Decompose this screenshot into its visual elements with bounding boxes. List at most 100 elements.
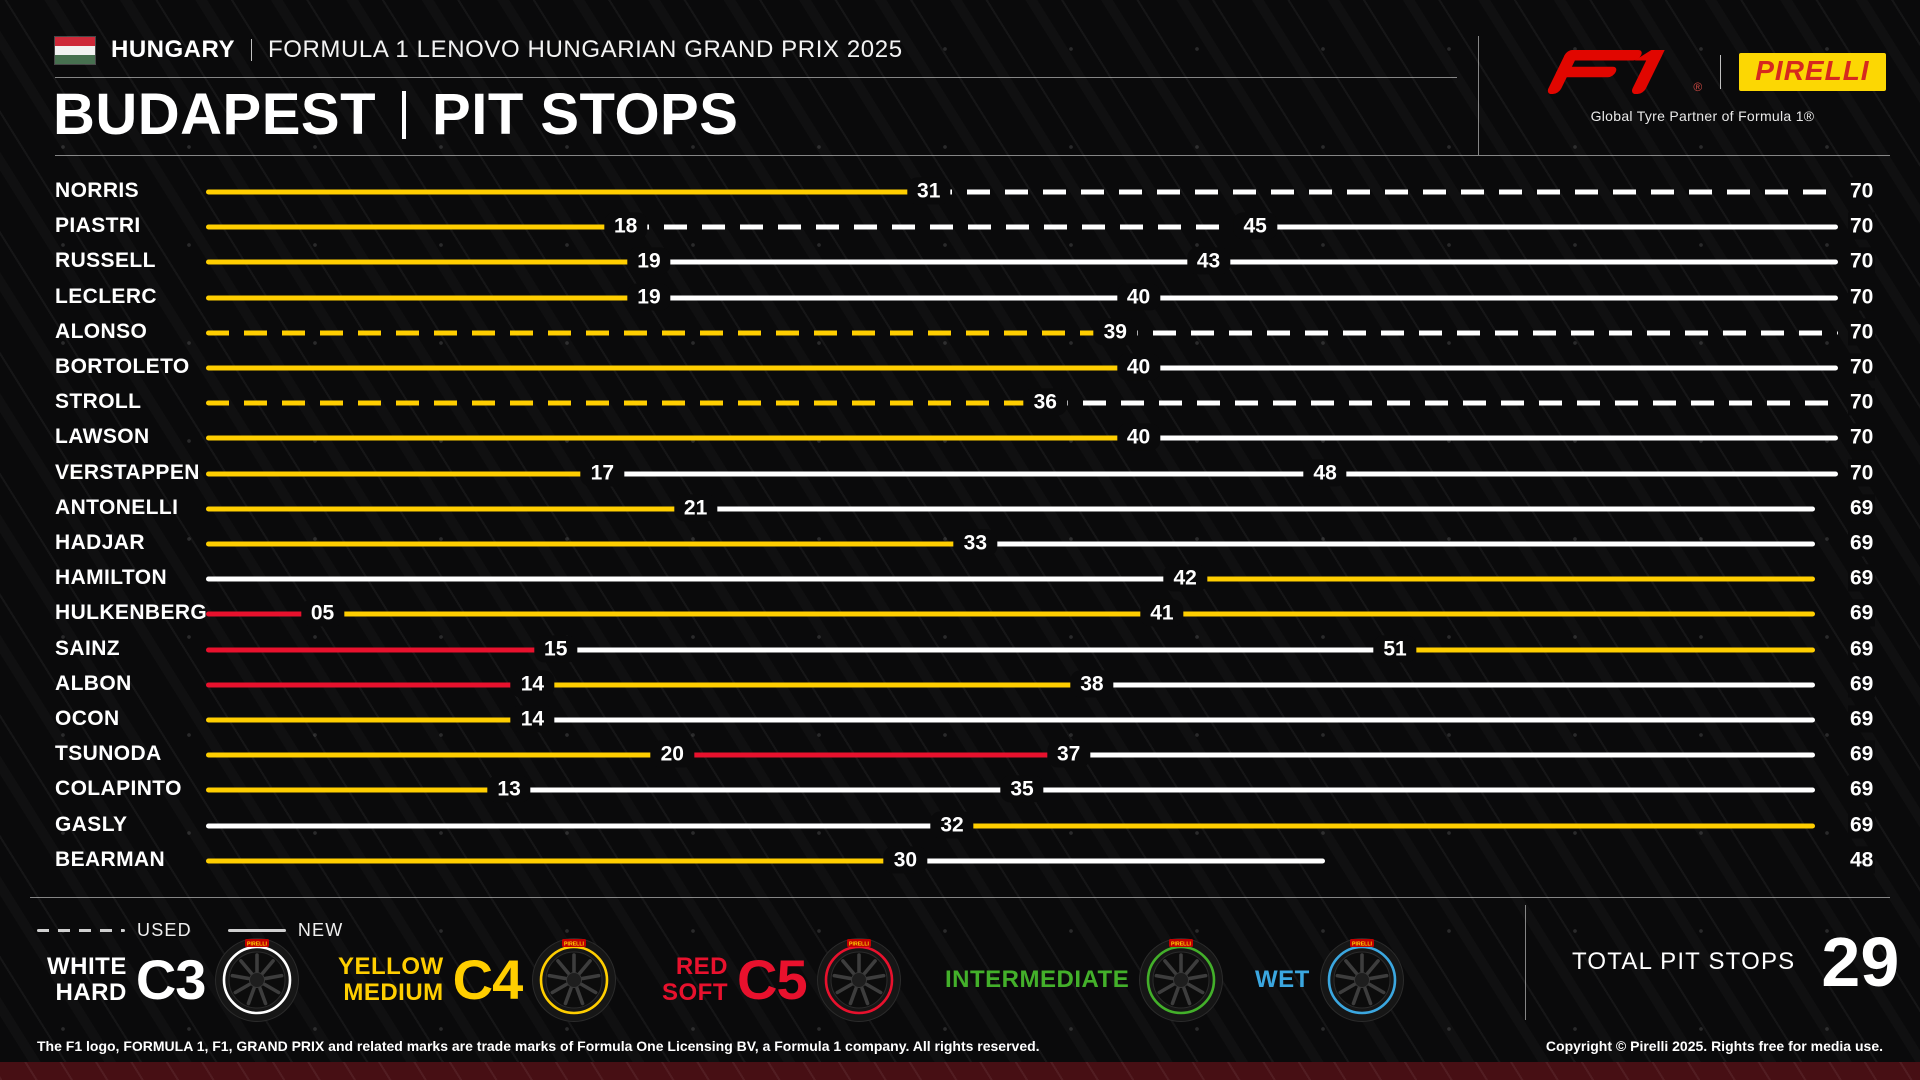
stint-verstappen-2-hard-new bbox=[602, 471, 1326, 477]
pit-lap-label-bortoleto-1: 40 bbox=[1116, 353, 1161, 381]
stint-hamilton-1-hard-new bbox=[206, 576, 1186, 582]
bottom-accent-strip bbox=[0, 1062, 1920, 1080]
pit-lap-label-verstappen-1: 17 bbox=[580, 459, 625, 487]
legend-divider-line bbox=[30, 897, 1890, 898]
driver-label-colapinto: COLAPINTO bbox=[55, 777, 182, 801]
end-lap-label-ocon: 69 bbox=[1848, 705, 1876, 733]
pit-lap-label-norris-1: 31 bbox=[907, 177, 951, 205]
title-divider-line bbox=[55, 155, 1890, 156]
hungary-flag-icon bbox=[55, 36, 95, 64]
driver-label-albon: ALBON bbox=[55, 671, 132, 695]
stint-hadjar-2-hard-new bbox=[975, 541, 1815, 547]
stint-colapinto-3-hard-new bbox=[1022, 787, 1815, 793]
stint-sainz-3-medium-new bbox=[1395, 647, 1815, 653]
stint-hulkenberg-1-soft-new bbox=[206, 611, 323, 617]
svg-text:PIRELLI: PIRELLI bbox=[564, 941, 584, 947]
stint-alonso-2-hard-used bbox=[1115, 330, 1838, 336]
stint-russell-3-hard-new bbox=[1208, 259, 1838, 265]
stint-piastri-2-hard-used bbox=[625, 224, 1256, 230]
driver-label-verstappen: VERSTAPPEN bbox=[55, 460, 200, 484]
svg-text:PIRELLI: PIRELLI bbox=[849, 941, 869, 947]
header: HUNGARY FORMULA 1 LENOVO HUNGARIAN GRAND… bbox=[55, 36, 903, 64]
driver-label-russell: RUSSELL bbox=[55, 249, 156, 273]
driver-label-bortoleto: BORTOLETO bbox=[55, 355, 190, 379]
stint-stroll-1-medium-used bbox=[206, 400, 1046, 406]
stint-antonelli-2-hard-new bbox=[695, 506, 1815, 512]
driver-label-leclerc: LECLERC bbox=[55, 284, 157, 308]
stint-antonelli-1-medium-new bbox=[206, 506, 696, 512]
end-lap-label-sainz: 69 bbox=[1848, 635, 1876, 663]
pit-lap-label-sainz-1: 15 bbox=[534, 635, 578, 663]
brand-logos: ® PIRELLI bbox=[1519, 50, 1886, 94]
end-lap-label-leclerc: 70 bbox=[1848, 283, 1876, 311]
stint-tsunoda-3-hard-new bbox=[1068, 752, 1815, 758]
stint-verstappen-1-medium-new bbox=[206, 471, 603, 477]
compound-name-wet: WET bbox=[1255, 966, 1310, 994]
stint-norris-2-hard-used bbox=[928, 189, 1838, 195]
new-line-sample bbox=[227, 929, 286, 932]
compound-legend-medium: YELLOW MEDIUM C4 PIRELLI bbox=[338, 937, 617, 1023]
compound-name-intermediate: INTERMEDIATE bbox=[945, 966, 1130, 994]
end-lap-label-piastri: 70 bbox=[1848, 212, 1876, 240]
pit-lap-label-colapinto-2: 35 bbox=[1000, 775, 1044, 803]
driver-label-alonso: ALONSO bbox=[55, 319, 148, 343]
stint-tsunoda-1-medium-new bbox=[206, 752, 673, 758]
end-lap-label-russell: 70 bbox=[1848, 247, 1876, 275]
stint-bearman-1-medium-new bbox=[206, 858, 906, 864]
end-lap-label-colapinto: 69 bbox=[1848, 775, 1876, 803]
pit-lap-label-tsunoda-1: 20 bbox=[650, 740, 694, 768]
stint-bearman-2-hard-new bbox=[905, 858, 1326, 864]
pit-lap-label-antonelli-1: 21 bbox=[673, 494, 718, 522]
driver-label-norris: NORRIS bbox=[55, 179, 140, 203]
stint-verstappen-3-hard-new bbox=[1325, 471, 1838, 477]
stint-bortoleto-1-medium-new bbox=[206, 365, 1139, 371]
pit-lap-label-leclerc-1: 19 bbox=[627, 283, 671, 311]
header-divider-line bbox=[55, 77, 1457, 78]
tyre-icon: PIRELLI bbox=[532, 938, 617, 1022]
stint-stroll-2-hard-used bbox=[1045, 400, 1838, 406]
end-lap-label-bortoleto: 70 bbox=[1848, 353, 1876, 381]
pit-lap-label-ocon-1: 14 bbox=[510, 705, 555, 733]
pit-lap-label-hulkenberg-2: 41 bbox=[1140, 599, 1184, 627]
svg-text:PIRELLI: PIRELLI bbox=[1171, 941, 1191, 947]
stint-bortoleto-2-hard-new bbox=[1138, 365, 1838, 371]
stint-colapinto-2-hard-new bbox=[509, 787, 1022, 793]
stint-leclerc-2-hard-new bbox=[648, 295, 1139, 301]
stint-albon-1-soft-new bbox=[206, 682, 533, 688]
stint-lawson-1-medium-new bbox=[206, 435, 1139, 441]
pit-lap-label-bearman-1: 30 bbox=[883, 846, 928, 874]
pit-lap-label-hulkenberg-1: 05 bbox=[300, 599, 345, 627]
stint-russell-2-hard-new bbox=[648, 259, 1209, 265]
stint-sainz-1-soft-new bbox=[206, 647, 556, 653]
end-lap-label-tsunoda: 69 bbox=[1848, 740, 1876, 768]
compound-code-hard: C3 bbox=[135, 948, 207, 1011]
pit-lap-label-gasly-1: 32 bbox=[930, 811, 974, 839]
country-label: HUNGARY bbox=[111, 36, 235, 63]
compound-name-hard: WHITE HARD bbox=[47, 953, 127, 1006]
stint-piastri-3-hard-new bbox=[1255, 224, 1838, 230]
stint-lawson-2-hard-new bbox=[1138, 435, 1838, 441]
partner-tagline: Global Tyre Partner of Formula 1® bbox=[1590, 108, 1815, 124]
footer-copyright-text: Copyright © Pirelli 2025. Rights free fo… bbox=[1545, 1038, 1883, 1054]
legend-used-label: USED bbox=[137, 920, 192, 940]
legend-vertical-divider bbox=[1525, 905, 1526, 1020]
end-lap-label-hadjar: 69 bbox=[1848, 529, 1876, 557]
compound-legend-intermediate: INTERMEDIATE PIRELLI bbox=[945, 937, 1224, 1023]
driver-label-hulkenberg: HULKENBERG bbox=[55, 601, 208, 625]
pit-lap-label-tsunoda-2: 37 bbox=[1046, 740, 1091, 768]
page-title-city: BUDAPEST bbox=[53, 82, 377, 147]
stint-albon-2-medium-new bbox=[532, 682, 1092, 688]
pit-lap-label-hadjar-1: 33 bbox=[953, 529, 998, 557]
driver-label-sainz: SAINZ bbox=[55, 636, 120, 660]
compound-name-soft: RED SOFT bbox=[662, 953, 728, 1006]
stint-alonso-1-medium-used bbox=[206, 330, 1116, 336]
tyre-icon: PIRELLI bbox=[1319, 938, 1404, 1022]
stint-ocon-1-medium-new bbox=[206, 717, 533, 723]
end-lap-label-bearman: 48 bbox=[1848, 846, 1876, 874]
f1-registered-mark: ® bbox=[1693, 80, 1703, 94]
tyre-icon: PIRELLI bbox=[1139, 938, 1224, 1022]
compound-name-medium: YELLOW MEDIUM bbox=[338, 953, 444, 1006]
pit-lap-label-piastri-2: 45 bbox=[1233, 212, 1277, 240]
driver-label-antonelli: ANTONELLI bbox=[55, 495, 179, 519]
